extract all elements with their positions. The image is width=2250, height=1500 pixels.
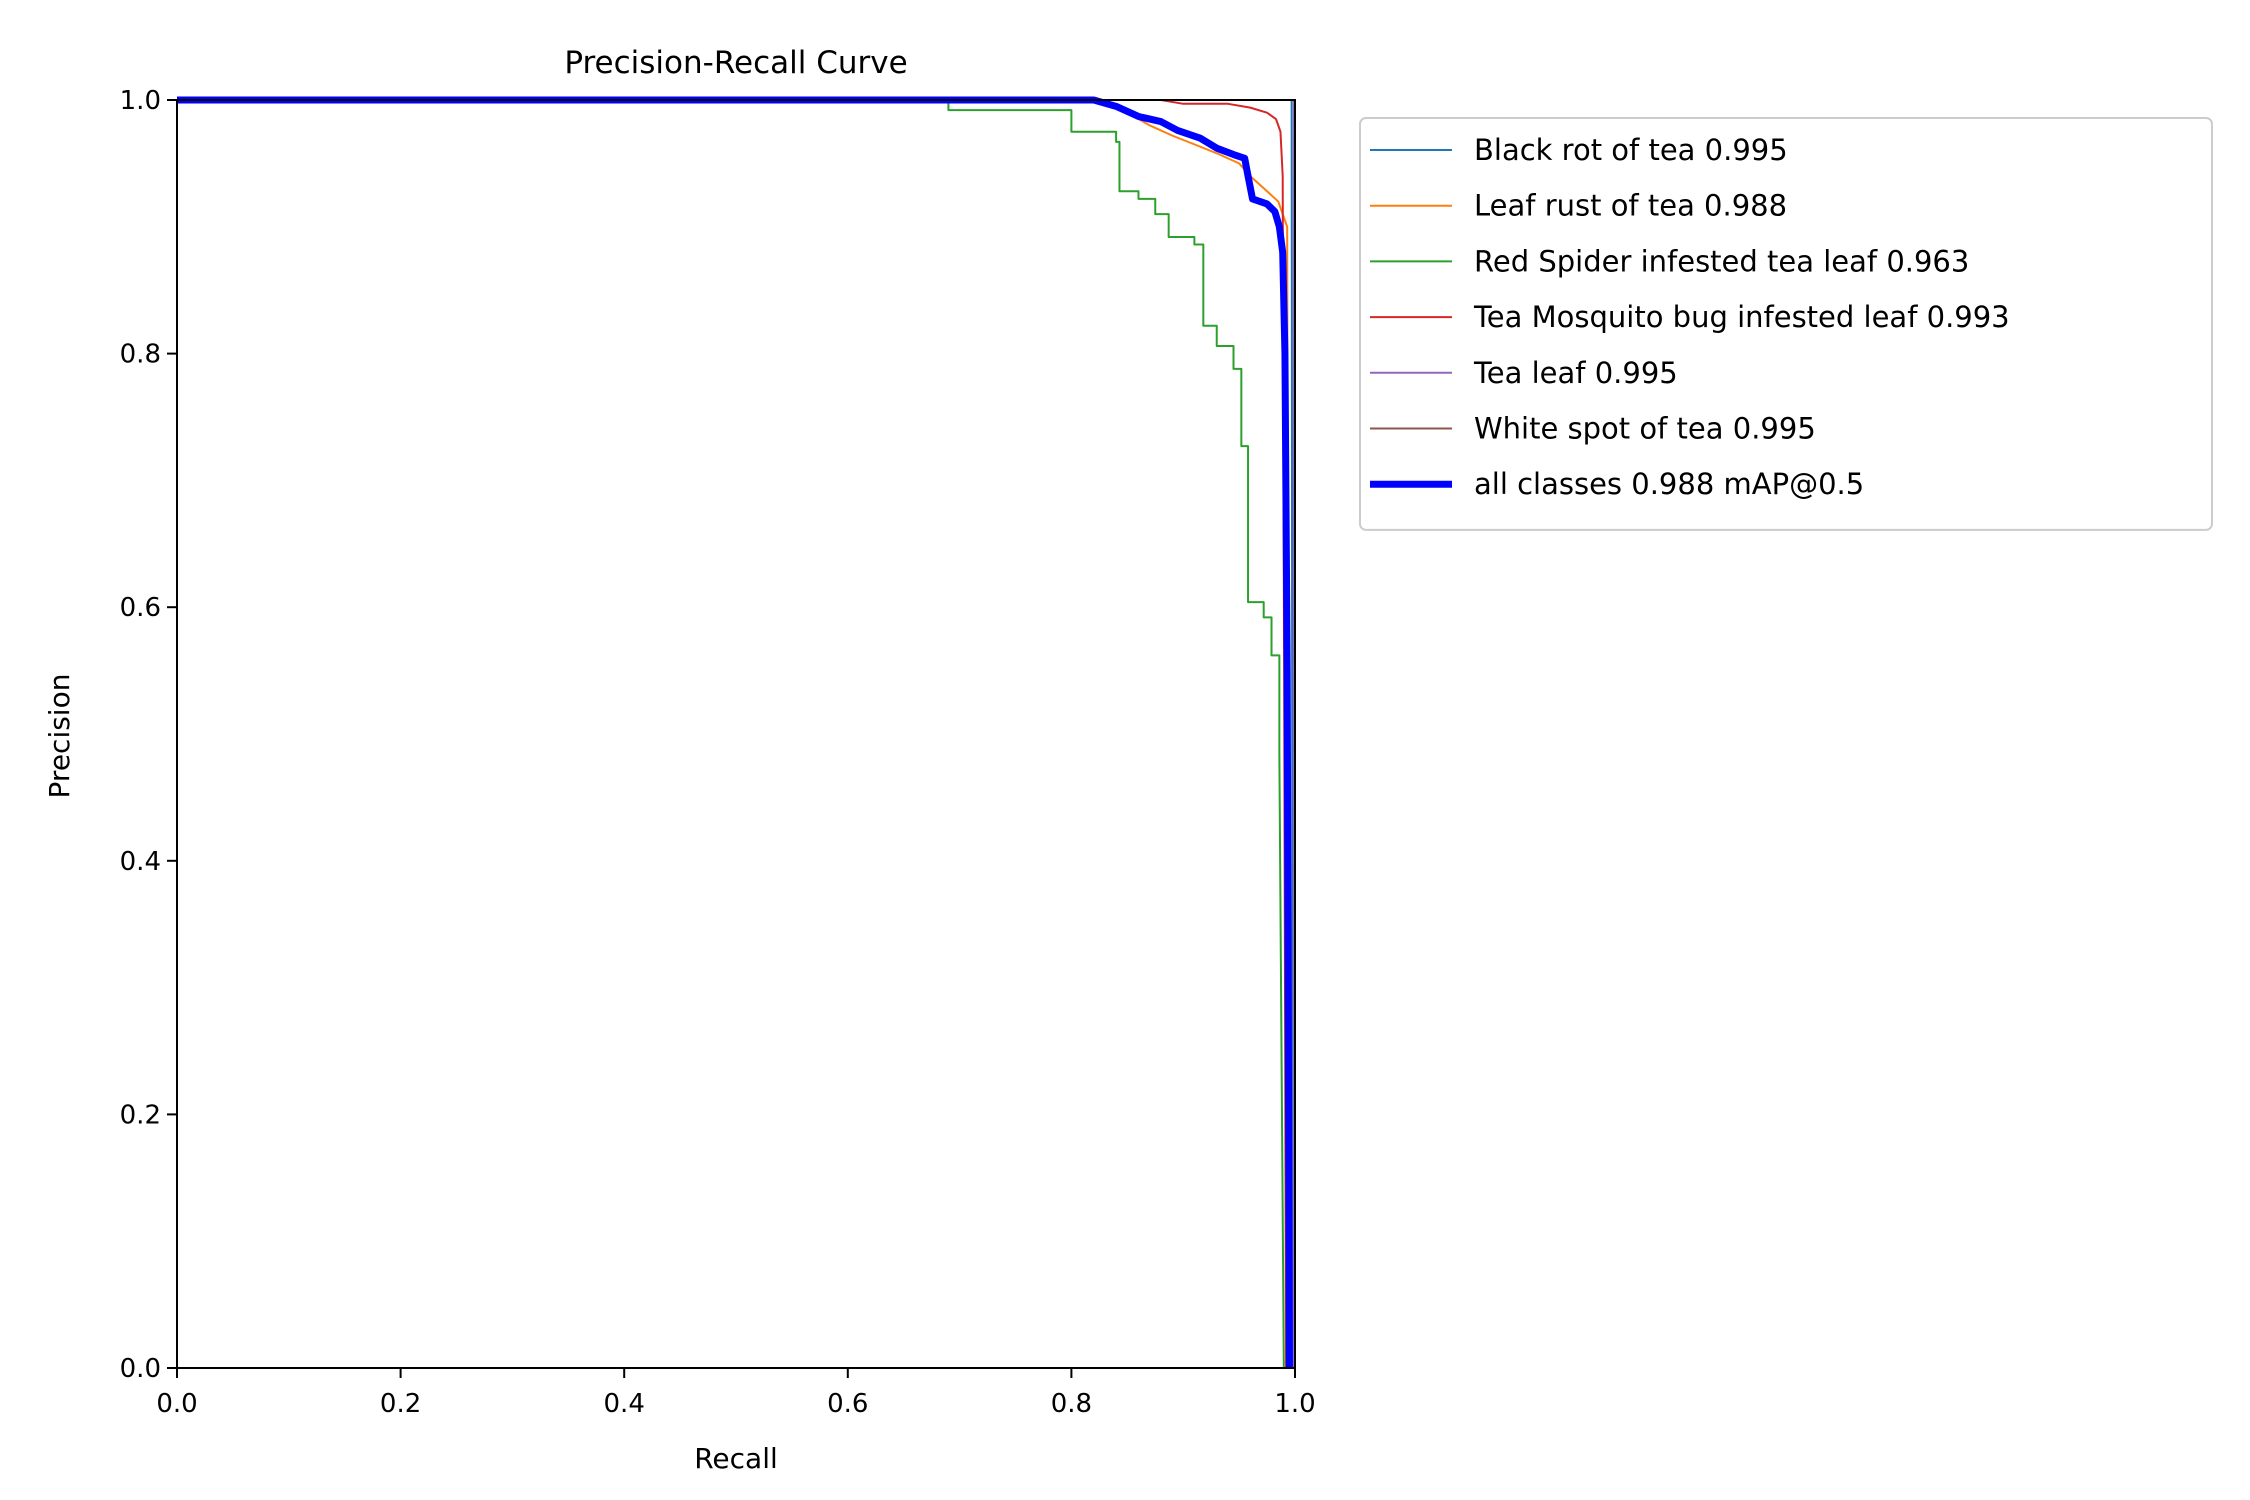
legend-label: Black rot of tea 0.995	[1474, 133, 1788, 167]
y-tick-label: 1.0	[120, 86, 161, 116]
legend-label: White spot of tea 0.995	[1474, 412, 1816, 446]
legend-label: all classes 0.988 mAP@0.5	[1474, 467, 1864, 501]
y-tick-label: 0.6	[120, 593, 161, 623]
legend: Black rot of tea 0.995 Leaf rust of tea 0…	[1359, 117, 2213, 531]
legend-label: Leaf rust of tea 0.988	[1474, 189, 1787, 223]
plot-area	[176, 96, 1296, 1369]
x-tick-label: 0.4	[604, 1389, 645, 1419]
x-axis-label: Recall	[694, 1442, 778, 1475]
y-tick-label: 0.0	[120, 1354, 161, 1384]
x-tick-label: 0.8	[1051, 1389, 1092, 1419]
x-axis-ticks: 0.0 0.2 0.4 0.6 0.8 1.0	[156, 1368, 1316, 1419]
series-line-7	[177, 96, 1293, 1369]
legend-label: Red Spider infested tea leaf 0.963	[1474, 244, 1969, 278]
legend-label: Tea Mosquito bug infested leaf 0.993	[1473, 300, 2010, 334]
series-line-3	[177, 99, 1285, 1369]
y-tick-label: 0.2	[120, 1100, 161, 1130]
y-tick-label: 0.4	[120, 847, 161, 877]
legend-label: Tea leaf 0.995	[1473, 356, 1678, 390]
chart-title: Precision-Recall Curve	[564, 45, 907, 81]
series-line-4	[177, 99, 1288, 1369]
x-tick-label: 0.0	[156, 1389, 197, 1419]
x-tick-label: 1.0	[1274, 1389, 1315, 1419]
y-axis-ticks: 0.0 0.2 0.4 0.6 0.8 1.0	[120, 86, 177, 1384]
axes-frame	[176, 99, 1296, 1369]
y-tick-label: 0.8	[120, 340, 161, 370]
x-tick-label: 0.6	[827, 1389, 868, 1419]
y-axis-label: Precision	[43, 674, 76, 799]
x-tick-label: 0.2	[380, 1389, 421, 1419]
legend-frame	[1359, 117, 2213, 531]
